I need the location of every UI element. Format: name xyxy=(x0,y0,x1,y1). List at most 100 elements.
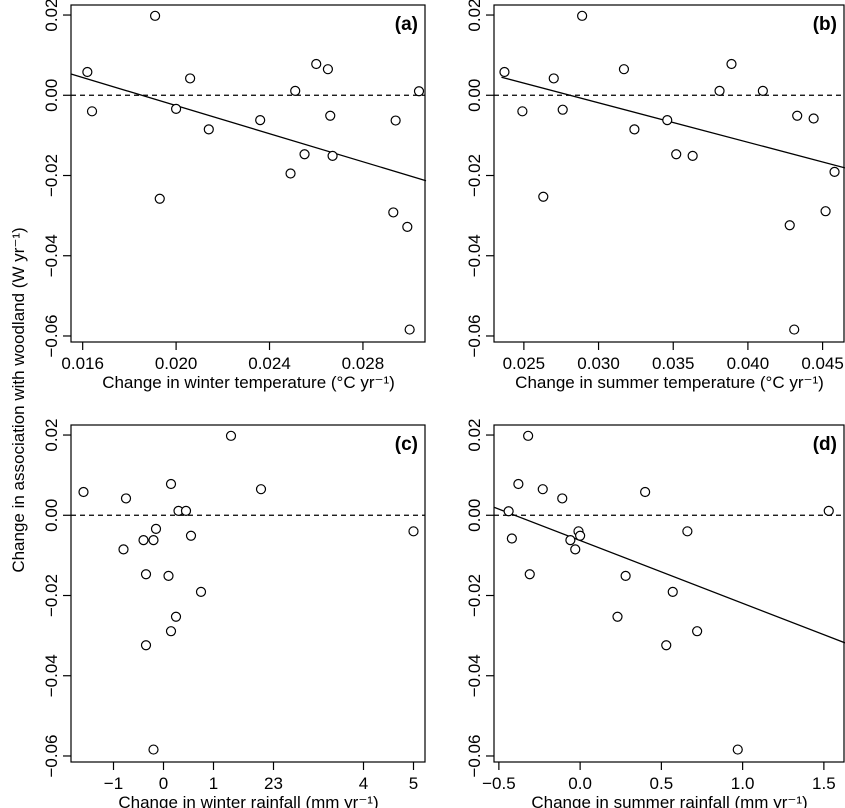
panel-d-y-tick-label: 0.00 xyxy=(465,499,484,532)
panel-c-x-tick-label: 5 xyxy=(409,774,418,793)
panel-a-data-point xyxy=(255,115,266,126)
panel-c-y-tick-label: −0.04 xyxy=(42,654,61,697)
panel-a-y-tick-label: 0.02 xyxy=(42,0,61,32)
panel-a-data-point xyxy=(404,324,415,335)
panel-c-data-point xyxy=(163,570,174,581)
panel-d-data-point xyxy=(692,626,703,637)
panel-d-y-tick-label: −0.02 xyxy=(465,574,484,617)
panel-d-data-point xyxy=(732,744,743,755)
panel-a-data-point xyxy=(325,110,336,121)
panel-d-x-tick-label: −0.5 xyxy=(482,774,516,793)
panel-c-y-tick-label: 0.02 xyxy=(42,418,61,451)
panel-b-data-point xyxy=(757,85,768,96)
panel-c-data-point xyxy=(170,611,182,622)
panel-b-data-point xyxy=(829,166,840,177)
panel-a-x-axis-label: Change in winter temperature (°C yr⁻¹) xyxy=(102,373,395,392)
panel-b-data-point xyxy=(517,106,528,117)
panel-a-x-tick-label: 0.024 xyxy=(248,354,291,373)
shared-y-axis-label: Change in association with woodland (W y… xyxy=(9,227,28,572)
panel-a-data-point xyxy=(299,149,310,160)
panel-a-x-tick-label: 0.028 xyxy=(342,354,385,373)
panel-b-data-point xyxy=(784,220,795,231)
panel-d-data-point xyxy=(620,570,631,581)
panel-d-data-point xyxy=(682,526,693,537)
panel-a-data-point xyxy=(86,106,98,117)
panel-c-data-point xyxy=(185,530,197,541)
panel-b-data-point xyxy=(789,324,800,335)
panel-d-data-point xyxy=(503,506,514,517)
panel-a-x-tick-label: 0.020 xyxy=(155,354,198,373)
panel-b-x-tick-label: 0.045 xyxy=(801,354,844,373)
panel-d-x-axis-label: Change in summer rainfall (mm yr⁻¹) xyxy=(531,793,807,808)
panel-b-data-point xyxy=(820,206,831,217)
panel-d-data-point xyxy=(565,535,576,546)
panel-b-y-tick-label: −0.04 xyxy=(465,234,484,277)
panel-d-data-point xyxy=(524,569,535,580)
panel-c-data-point xyxy=(140,640,152,651)
panel-a-data-point xyxy=(311,58,322,70)
panel-c-label: (c) xyxy=(395,434,418,455)
panel-d-data-point xyxy=(557,493,568,504)
panel-b-x-tick-label: 0.040 xyxy=(727,354,770,373)
panel-a-regression-line xyxy=(70,73,427,182)
panel-a-y-tick-label: −0.04 xyxy=(42,234,61,277)
panel-b-data-point xyxy=(557,104,568,115)
panel-c-data-point xyxy=(255,484,267,495)
panel-a-data-point xyxy=(413,86,425,97)
panel-b-data-point xyxy=(629,124,640,135)
panel-a-data-point xyxy=(185,73,196,84)
panel-a-data-point xyxy=(285,168,296,179)
panel-c-data-point xyxy=(165,478,177,490)
panel-d-data-point xyxy=(570,544,581,555)
panel-b-y-tick-label: 0.02 xyxy=(465,0,484,32)
panel-b-plot-frame xyxy=(493,4,845,343)
panel-d-data-point xyxy=(506,533,517,544)
panel-a-data-point xyxy=(290,85,301,96)
panel-c-data-point xyxy=(148,535,159,546)
panel-b-y-tick-label: 0.00 xyxy=(465,79,484,112)
panel-b-data-point xyxy=(618,64,630,75)
panel-a-data-point xyxy=(402,221,413,232)
panel-c-x-tick-label: 23 xyxy=(264,774,283,793)
panel-b-y-tick-label: −0.06 xyxy=(465,314,484,357)
panel-d-data-point xyxy=(640,486,651,498)
panel-d-data-point xyxy=(513,478,524,490)
panel-b-data-point xyxy=(577,10,588,21)
panel-d-data-point xyxy=(667,586,678,597)
panel-a-data-point xyxy=(327,150,338,161)
panel-c-y-tick-label: −0.06 xyxy=(42,734,61,777)
panel-c-data-point xyxy=(140,569,152,580)
panel-a-data-point xyxy=(149,10,161,21)
panel-d-y-tick-label: −0.06 xyxy=(465,734,484,777)
panel-b-x-tick-label: 0.030 xyxy=(577,354,620,373)
panel-c-x-tick-label: −1 xyxy=(104,774,123,793)
panel-d-y-tick-label: −0.04 xyxy=(465,654,484,697)
panel-b-data-point xyxy=(808,113,819,124)
panel-d-x-tick-label: 0.5 xyxy=(650,774,674,793)
panel-d-regression-line xyxy=(493,506,845,644)
panel-b-data-point xyxy=(671,149,682,160)
panel-c-plot-frame xyxy=(70,424,426,763)
panel-d-data-point xyxy=(823,505,834,516)
panel-d: −0.5 0.0 0.5 1.0 1.5 0.02 0.00 −0.02 −0.04 −0.06 (… xyxy=(465,418,845,808)
panel-d-data-point xyxy=(523,430,534,441)
panel-a-y-tick-label: −0.06 xyxy=(42,314,61,357)
panel-b-data-point xyxy=(687,150,698,161)
panel-b-y-tick-label: −0.02 xyxy=(465,154,484,197)
panel-d-x-tick-label: 1.5 xyxy=(812,774,836,793)
panel-a-label: (a) xyxy=(395,14,418,35)
panel-c-data-point xyxy=(195,586,207,597)
panel-c-x-axis-label: Change in winter rainfall (mm yr⁻¹) xyxy=(118,793,378,808)
panel-b-x-tick-label: 0.035 xyxy=(652,354,695,373)
panel-d-x-tick-label: 0.0 xyxy=(568,774,592,793)
panel-c-data-point xyxy=(148,744,159,755)
panel-a-plot-frame xyxy=(70,4,426,343)
panel-b-data-point xyxy=(548,73,559,84)
panel-b-data-point xyxy=(714,85,725,96)
panel-c-data-point xyxy=(138,535,149,546)
panel-b-data-point xyxy=(726,58,737,70)
panel-a: 0.016 0.020 0.024 0.028 0.02 0.00 −0.02 −0.04 −0… xyxy=(42,0,427,392)
panel-d-data-point xyxy=(575,530,586,541)
panel-d-data-point xyxy=(661,640,672,651)
